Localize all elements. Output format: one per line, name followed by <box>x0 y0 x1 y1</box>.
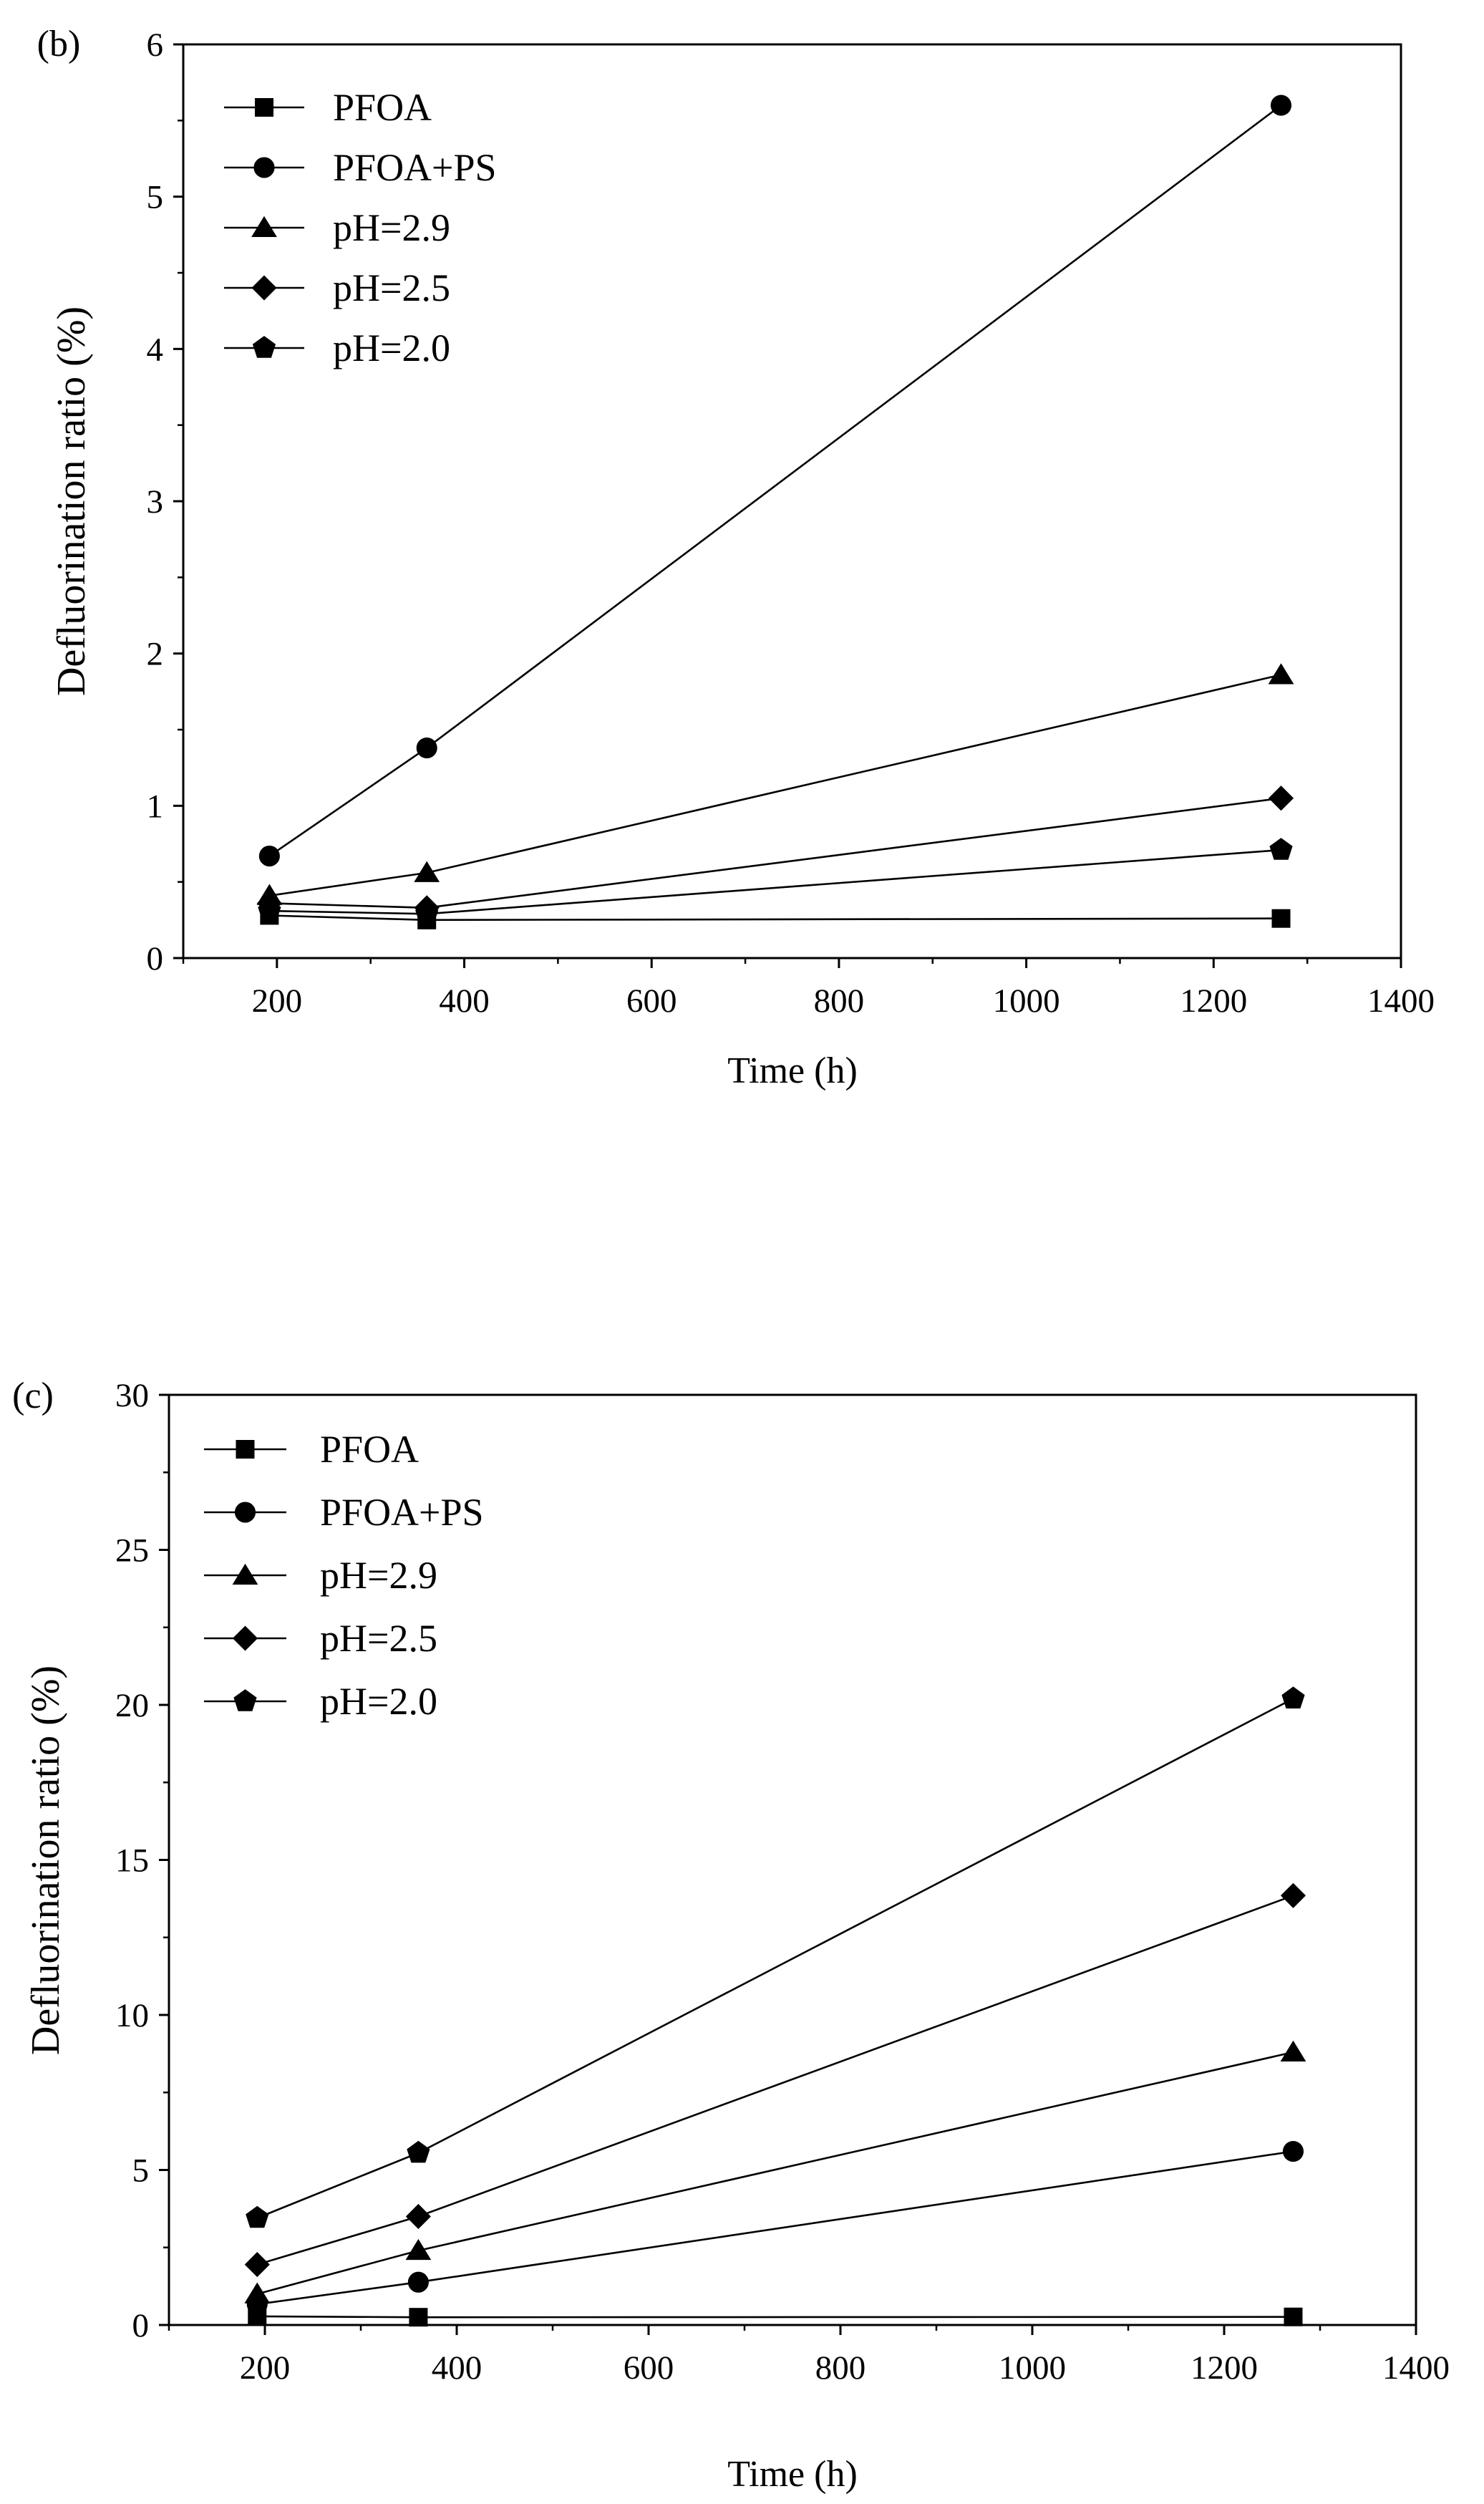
panel-c-data-point-pfoa-ps <box>407 2271 429 2293</box>
panel-c-x-tick-label: 1000 <box>999 2349 1066 2387</box>
panel-c-x-axis-title: Time (h) <box>727 2454 858 2495</box>
panel-c-data-point-ph-2-9 <box>1280 2040 1306 2061</box>
panel-c-y-tick-label: 20 <box>115 1687 149 1724</box>
panel-c-x-tick-label: 1200 <box>1190 2349 1258 2387</box>
panel-c-legend-label-ph-2-9: pH=2.9 <box>320 1554 437 1597</box>
panel-b-data-point-ph-2-0 <box>1269 838 1293 860</box>
panel-b-x-tick-label: 600 <box>626 982 677 1020</box>
panel-c-data-point-ph-2-0 <box>1281 1686 1305 1708</box>
panel-b-legend-label-pfoa: PFOA <box>333 86 432 129</box>
panel-c-x-tick-label: 200 <box>240 2349 291 2387</box>
panel-b-y-axis-title: Defluorination ratio (%) <box>49 306 94 696</box>
panel-b-data-point-pfoa-ps <box>1270 95 1292 116</box>
panel-c-data-point-ph-2-0 <box>407 2140 430 2163</box>
panel-c-data-point-ph-2-5 <box>405 2203 431 2229</box>
panel-c-legend-label-pfoa: PFOA <box>320 1428 419 1471</box>
panel-c-chart: 200 400 600 800 1000 1200 1400 0 5 10 15 20 25 30 Time… <box>12 1376 1450 2495</box>
panel-b-legend-marker-ph-2-9 <box>251 216 277 237</box>
panel-b-data-point-ph-2-0 <box>415 901 439 924</box>
panel-c-y-tick-label: 0 <box>132 2307 150 2344</box>
panel-c-data-point-ph-2-9 <box>405 2238 432 2261</box>
panel-c-x-tick-label: 800 <box>815 2349 866 2387</box>
panel-b-legend-marker-pfoa <box>255 98 273 117</box>
panel-b-legend-marker-ph-2-0 <box>252 336 276 358</box>
panel-b-x-tick-label: 800 <box>814 982 865 1020</box>
panel-b-series-ph-2-0 <box>258 838 1293 924</box>
panel-c-data-point-pfoa <box>409 2308 428 2327</box>
panel-b-legend-marker-ph-2-5 <box>251 275 277 301</box>
panel-b-x-tick-label: 1200 <box>1180 982 1247 1020</box>
panel-c-y-tick-label: 15 <box>115 1842 149 1880</box>
panel-b-x-tick-label: 400 <box>439 982 490 1020</box>
panel-c-data-point-ph-2-5 <box>1280 1882 1306 1908</box>
panel-c-series-ph-2-9 <box>244 2040 1306 2304</box>
panel-c-legend-label-ph-2-0: pH=2.0 <box>320 1680 437 1723</box>
panel-c-y-tick-label: 10 <box>115 1997 149 2034</box>
panel-c-series-pfoa <box>248 2306 1303 2327</box>
panel-b-data-point-pfoa-ps <box>416 737 437 759</box>
panel-b-y-tick-label: 3 <box>147 483 164 521</box>
panel-c-series-pfoa-ps <box>246 2140 1304 2315</box>
panel-b-y-tick-label: 6 <box>147 26 164 64</box>
panel-c-legend-label-ph-2-5: pH=2.5 <box>320 1617 437 1660</box>
panel-c-x-tick-label: 1400 <box>1382 2349 1450 2387</box>
panel-b-y-tick-label: 2 <box>147 636 164 673</box>
panel-c-data-point-pfoa-ps <box>1282 2140 1304 2162</box>
panel-b-data-point-ph-2-0 <box>258 899 281 921</box>
panel-b-chart: 200 400 600 800 1000 1200 1400 0 1 2 3 4 5 6 Time (h) D… <box>37 24 1435 1091</box>
panel-c-series-line-ph-2-0 <box>256 1698 1294 2219</box>
panel-b-data-point-ph-2-9 <box>414 861 440 882</box>
panel-b-series-ph-2-5 <box>256 785 1294 921</box>
panel-b-y-tick-label: 1 <box>147 788 164 825</box>
panel-c-legend-marker-ph-2-5 <box>232 1625 258 1651</box>
panel-b-legend-label-pfoa-ps: PFOA+PS <box>333 146 497 189</box>
panel-c-y-axis-title: Defluorination ratio (%) <box>24 1666 68 2055</box>
panel-b-panel-label: (b) <box>37 24 81 64</box>
panel-b-series-pfoa-ps <box>258 95 1292 867</box>
panel-b-data-point-pfoa-ps <box>258 845 280 867</box>
panel-b-data-point-ph-2-9 <box>1268 663 1294 685</box>
panel-c-legend-marker-ph-2-0 <box>233 1689 257 1711</box>
panel-c-panel-label: (c) <box>12 1376 54 1416</box>
panel-c-legend-label-pfoa-ps: PFOA+PS <box>320 1491 484 1534</box>
panel-b-legend: PFOA PFOA+PS pH=2.9 pH=2.5 pH=2.0 <box>224 86 497 369</box>
panel-c-legend-marker-ph-2-9 <box>232 1563 258 1585</box>
panel-c-y-tick-label: 5 <box>132 2152 150 2190</box>
panel-b-y-tick-label: 4 <box>147 331 164 368</box>
panel-c-legend-marker-pfoa <box>236 1440 255 1459</box>
panel-c-series-ph-2-0 <box>246 1686 1305 2228</box>
panel-c-legend-marker-pfoa-ps <box>234 1502 256 1523</box>
panel-c-data-point-pfoa <box>1284 2307 1303 2326</box>
panel-c-x-tick-label: 600 <box>624 2349 674 2387</box>
panel-b-y-tick-label: 5 <box>147 179 164 216</box>
panel-c-data-point-ph-2-0 <box>246 2205 269 2228</box>
panel-b-legend-marker-pfoa-ps <box>253 157 275 178</box>
panel-c-y-tick-label: 30 <box>115 1377 149 1414</box>
panel-c-series-ph-2-5 <box>244 1882 1306 2278</box>
panel-b-data-point-pfoa <box>1271 909 1291 928</box>
panel-c-data-point-ph-2-9 <box>244 2282 271 2304</box>
panel-c-plot-frame <box>168 1393 1417 2326</box>
panel-b-legend-label-ph-2-9: pH=2.9 <box>333 206 450 249</box>
panel-b-x-tick-label: 1400 <box>1367 982 1435 1020</box>
panel-c-legend: PFOA PFOA+PS pH=2.9 pH=2.5 pH=2.0 <box>204 1428 484 1723</box>
panel-b-series-pfoa <box>260 906 1291 929</box>
panel-c-series-line-ph-2-5 <box>256 1895 1294 2266</box>
panel-b-x-tick-label: 200 <box>252 982 303 1020</box>
panel-b-series-ph-2-9 <box>256 663 1294 905</box>
panel-b-x-axis-title: Time (h) <box>727 1050 858 1091</box>
panel-c-data-point-ph-2-5 <box>244 2252 270 2278</box>
panel-c-x-tick-label: 400 <box>432 2349 482 2387</box>
panel-b-data-point-ph-2-5 <box>1268 785 1294 811</box>
panel-c-y-tick-label: 25 <box>115 1532 149 1570</box>
panel-b-x-tick-label: 1000 <box>993 982 1060 1020</box>
panel-b-series-line-ph-2-5 <box>269 797 1281 909</box>
panel-b-y-tick-label: 0 <box>147 940 164 977</box>
panel-b-legend-label-ph-2-0: pH=2.0 <box>333 327 450 369</box>
panel-b-legend-label-ph-2-5: pH=2.5 <box>333 266 450 309</box>
